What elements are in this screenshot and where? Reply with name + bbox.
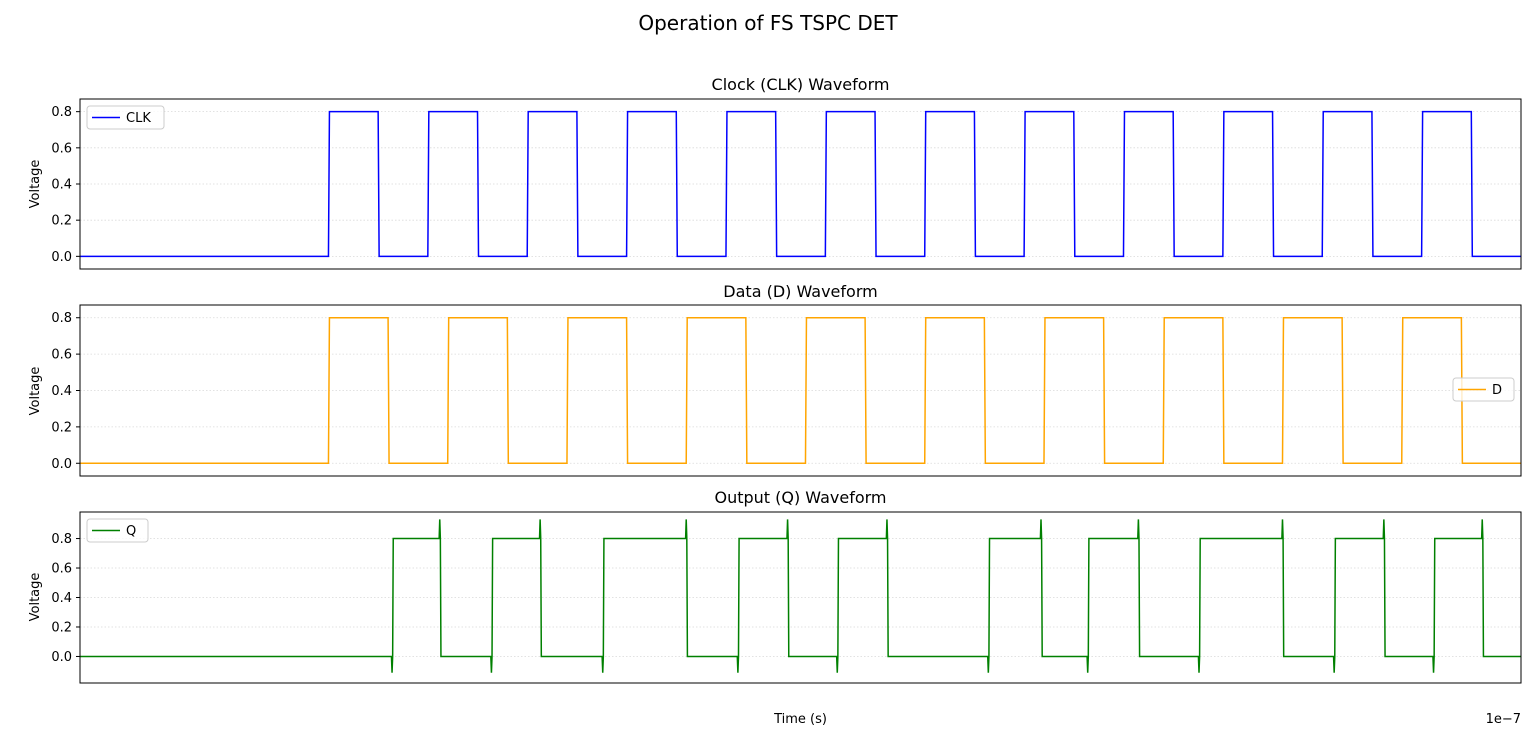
x-axis-label: Time (s) <box>773 712 827 727</box>
output-legend: Q <box>86 518 149 543</box>
data-y-tick-label: 0.2 <box>51 420 72 435</box>
output-y-tick-label: 0.0 <box>51 650 72 665</box>
output-y-tick-label: 0.8 <box>51 532 72 547</box>
output-y-axis-label: Voltage <box>28 573 43 622</box>
data-axes-frame <box>79 304 1522 477</box>
clk-legend-label: CLK <box>126 111 151 126</box>
x-offset-label: 1e−7 <box>1486 712 1521 727</box>
output-panel: Output (Q) Waveform Voltage Time (s) 1e−… <box>28 488 1522 727</box>
clk-series-line <box>80 110 1521 258</box>
data-series-line <box>80 316 1521 465</box>
data-y-tick-label: 0.8 <box>51 311 72 326</box>
data-panel: Data (D) Waveform Voltage 0.0 0.2 0.4 0.6 0.… <box>28 282 1522 477</box>
data-y-tick-label: 0.6 <box>51 348 72 363</box>
clk-y-tick-label: 0.0 <box>51 250 72 265</box>
clk-y-axis-label: Voltage <box>28 160 43 209</box>
output-y-tick-label: 0.6 <box>51 562 72 577</box>
output-legend-label: Q <box>126 524 136 539</box>
clk-panel: Clock (CLK) Waveform Voltage 0.0 0.2 0.4 0.… <box>28 75 1522 270</box>
data-y-axis-label: Voltage <box>28 367 43 416</box>
output-axes-frame <box>79 511 1522 684</box>
clk-legend-box <box>86 105 165 130</box>
output-series-line <box>80 519 1521 673</box>
clk-y-tick-label: 0.8 <box>51 105 72 120</box>
figure-title: Operation of FS TSPC DET <box>638 11 898 35</box>
data-y-tick-label: 0.4 <box>51 384 72 399</box>
clk-axes-frame <box>79 98 1522 270</box>
data-y-tick-label: 0.0 <box>51 457 72 472</box>
data-legend-label: D <box>1492 383 1502 398</box>
clk-panel-title: Clock (CLK) Waveform <box>712 75 890 94</box>
clk-y-tick-label: 0.2 <box>51 214 72 229</box>
output-y-tick-label: 0.4 <box>51 591 72 606</box>
output-y-tick-label: 0.2 <box>51 620 72 635</box>
output-panel-title: Output (Q) Waveform <box>714 488 886 507</box>
data-legend: D <box>1452 377 1515 402</box>
clk-y-tick-label: 0.4 <box>51 178 72 193</box>
clk-y-tick-label: 0.6 <box>51 141 72 156</box>
clk-legend: CLK <box>86 105 165 130</box>
data-panel-title: Data (D) Waveform <box>723 282 877 301</box>
